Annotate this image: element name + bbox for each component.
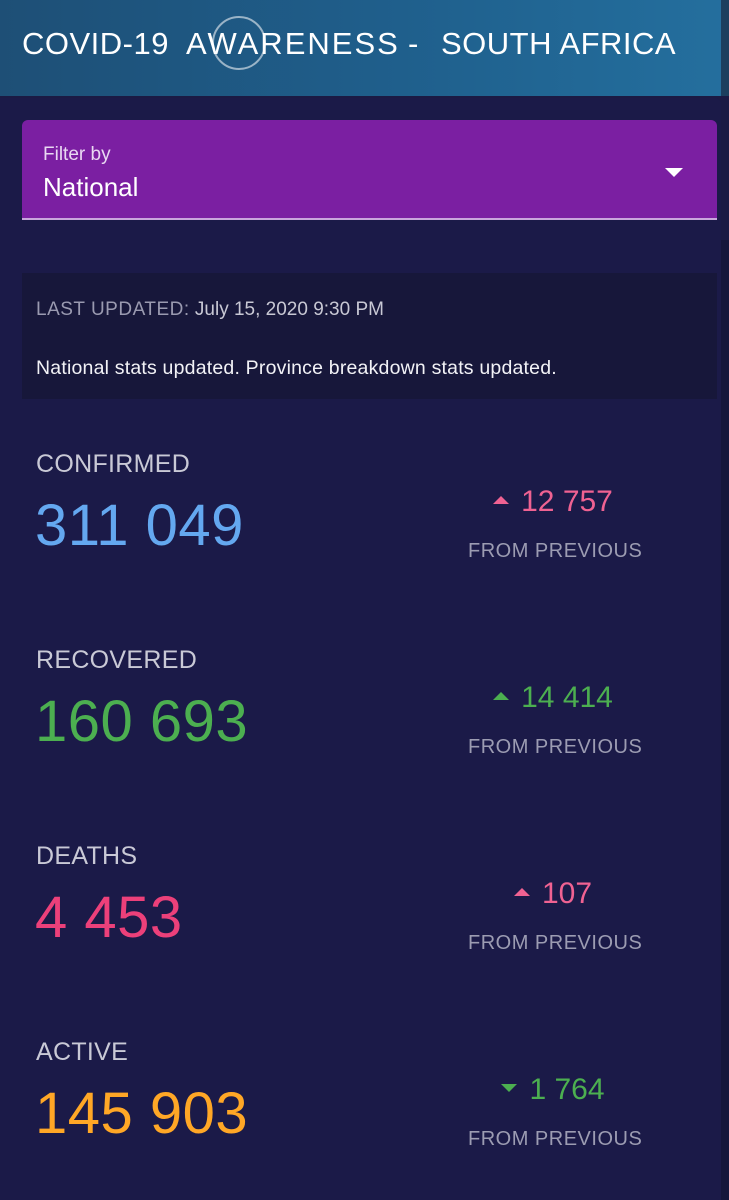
stat-delta: 14 414	[468, 678, 638, 718]
stat-label: DEATHS	[36, 842, 138, 870]
stat-confirmed: CONFIRMED 311 049 12 757 FROM PREVIOUS	[0, 450, 721, 630]
stat-delta-note: FROM PREVIOUS	[468, 540, 643, 562]
arrow-down-icon	[501, 1084, 518, 1093]
stat-delta: 12 757	[468, 482, 638, 522]
last-updated-time: July 15, 2020 9:30 PM	[194, 299, 384, 320]
header-separator: -	[408, 26, 419, 61]
scrollbar-track[interactable]	[721, 0, 729, 96]
stat-value: 160 693	[35, 689, 249, 754]
stat-delta: 1 764	[468, 1070, 638, 1110]
stat-delta-note: FROM PREVIOUS	[468, 736, 643, 758]
stat-delta-note: FROM PREVIOUS	[468, 1128, 643, 1150]
update-message: National stats updated. Province breakdo…	[36, 357, 557, 379]
awareness-logo: AWARENESS	[186, 14, 398, 72]
stat-value: 145 903	[35, 1081, 249, 1146]
arrow-up-icon	[493, 692, 510, 701]
logo-text: AWARENESS	[186, 26, 400, 61]
stat-delta-value: 107	[541, 877, 593, 910]
filter-label: Filter by	[43, 144, 111, 165]
logo-circle-icon	[212, 16, 266, 70]
stat-delta-note: FROM PREVIOUS	[468, 932, 643, 954]
last-updated-label: LAST UPDATED:	[36, 299, 190, 320]
app-header: COVID-19 AWARENESS - SOUTH AFRICA	[0, 0, 729, 96]
stat-label: ACTIVE	[36, 1038, 129, 1066]
scrollbar-thumb[interactable]	[721, 240, 729, 1200]
stat-delta-value: 14 414	[521, 681, 613, 714]
stat-value: 311 049	[35, 493, 244, 558]
stat-label: RECOVERED	[36, 646, 198, 674]
stat-delta-value: 1 764	[529, 1073, 605, 1106]
stat-delta-value: 12 757	[521, 485, 613, 518]
header-title-left: COVID-19	[22, 26, 169, 61]
header-title-right: SOUTH AFRICA	[441, 26, 677, 61]
arrow-up-icon	[513, 888, 530, 897]
stat-active: ACTIVE 145 903 1 764 FROM PREVIOUS	[0, 1038, 721, 1200]
stat-recovered: RECOVERED 160 693 14 414 FROM PREVIOUS	[0, 646, 721, 826]
stat-value: 4 453	[35, 885, 183, 950]
filter-dropdown[interactable]: Filter by National	[22, 120, 717, 220]
stat-label: CONFIRMED	[36, 450, 191, 478]
filter-selected-value: National	[43, 172, 139, 202]
stat-deaths: DEATHS 4 453 107 FROM PREVIOUS	[0, 842, 721, 1022]
arrow-up-icon	[493, 496, 510, 505]
last-updated: LAST UPDATED: July 15, 2020 9:30 PM	[36, 299, 384, 321]
caret-down-icon[interactable]	[665, 168, 683, 177]
update-notice: LAST UPDATED: July 15, 2020 9:30 PM Nati…	[22, 273, 717, 399]
stat-delta: 107	[468, 874, 638, 914]
